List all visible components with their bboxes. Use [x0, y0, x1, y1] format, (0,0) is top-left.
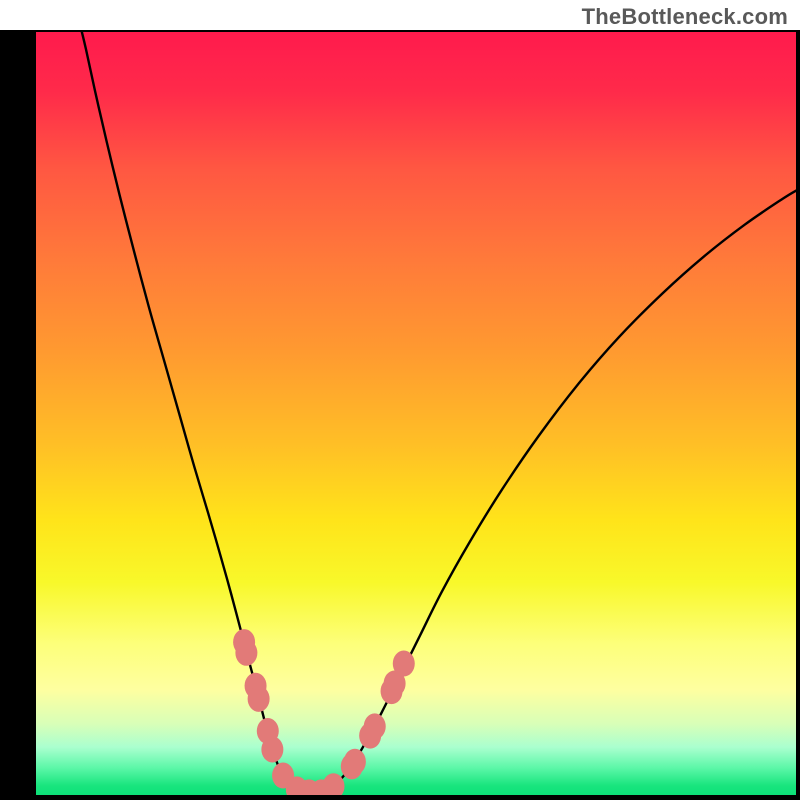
bottleneck-chart	[0, 0, 800, 800]
watermark-text: TheBottleneck.com	[582, 4, 788, 30]
chart-container: TheBottleneck.com	[0, 0, 800, 800]
